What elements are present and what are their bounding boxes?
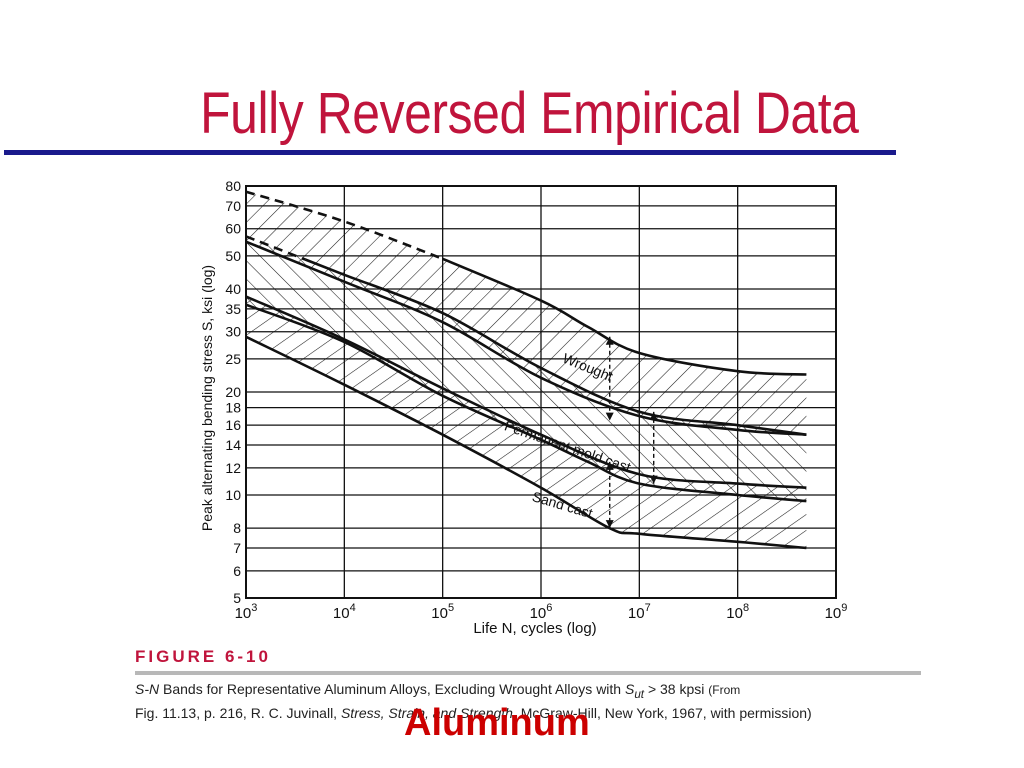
y-tick-label: 30 (225, 324, 241, 340)
material-label: Aluminum (404, 702, 590, 744)
y-tick-label: 20 (225, 384, 241, 400)
y-tick-label: 40 (225, 281, 241, 297)
y-tick-label: 5 (233, 590, 241, 606)
band-edge (245, 335, 807, 550)
caption-book-title: Stress, Strain, and Strength (340, 704, 513, 721)
caption-sn-italic: S-N (135, 681, 160, 697)
y-tick-label: 25 (225, 351, 241, 367)
y-tick-label: 35 (225, 301, 241, 317)
y-tick-label: 80 (225, 178, 241, 194)
x-tick-label: 109 (825, 602, 848, 622)
band-edge (304, 258, 807, 436)
figure-label: FIGURE 6-10 (135, 647, 271, 666)
y-axis-label: Peak alternating bending stress S, ksi (… (199, 265, 215, 531)
y-tick-label: 12 (225, 460, 241, 476)
y-tick-label: 50 (225, 248, 241, 264)
caption-subscript: ut (634, 687, 645, 701)
y-tick-label: 6 (233, 563, 241, 579)
band-edge (245, 240, 807, 436)
arrow-up-icon (605, 336, 614, 345)
caption-source-ref: Fig. 11.13, p. 216, R. C. Juvinall, (135, 704, 338, 721)
y-tick-label: 16 (225, 417, 241, 433)
caption-source-open: (From (708, 683, 741, 697)
x-tick-label: 107 (628, 602, 651, 622)
plot-frame (245, 185, 837, 599)
x-tick-label: 103 (235, 602, 258, 622)
y-tick-label: 18 (225, 400, 241, 416)
marker-layer (605, 336, 658, 529)
caption-main: Bands for Representative Aluminum Alloys… (163, 681, 622, 697)
caption-limit: > 38 kpsi (647, 681, 705, 697)
figure-caption: S-N Bands for Representative Aluminum Al… (135, 680, 935, 722)
y-tick-label: 60 (225, 221, 241, 237)
slide-title: Fully Reversed Empirical Data (200, 81, 859, 146)
x-tick-label: 104 (333, 602, 356, 622)
curve-layer (245, 190, 807, 550)
x-tick-label: 108 (726, 602, 749, 622)
arrow-up-icon (605, 461, 614, 470)
y-tick-label: 70 (225, 198, 241, 214)
x-axis-label: Life N, cycles (log) (473, 620, 596, 637)
x-tick-label: 105 (431, 602, 454, 622)
band-fill (246, 296, 807, 548)
y-tick-label: 10 (225, 487, 241, 503)
band-edge-dashed (245, 235, 306, 261)
caption-symbol: S (624, 681, 635, 697)
y-tick-label: 8 (233, 520, 241, 536)
band-edge-dashed (245, 190, 444, 261)
band-fill (246, 191, 807, 435)
figure-rule (135, 671, 921, 675)
band-edge (442, 257, 807, 376)
band-edge (245, 295, 807, 489)
caption-source-end: . McGraw-Hill, New York, 1967, with perm… (512, 704, 812, 721)
arrow-down-icon (605, 412, 614, 421)
y-tick-label: 14 (225, 437, 241, 453)
title-rule (4, 150, 896, 155)
band-edge (245, 303, 807, 503)
y-tick-label: 7 (233, 540, 241, 556)
x-tick-label: 106 (530, 602, 553, 622)
arrow-down-icon (605, 520, 614, 529)
arrow-up-icon (649, 411, 658, 420)
arrow-down-icon (649, 475, 658, 484)
